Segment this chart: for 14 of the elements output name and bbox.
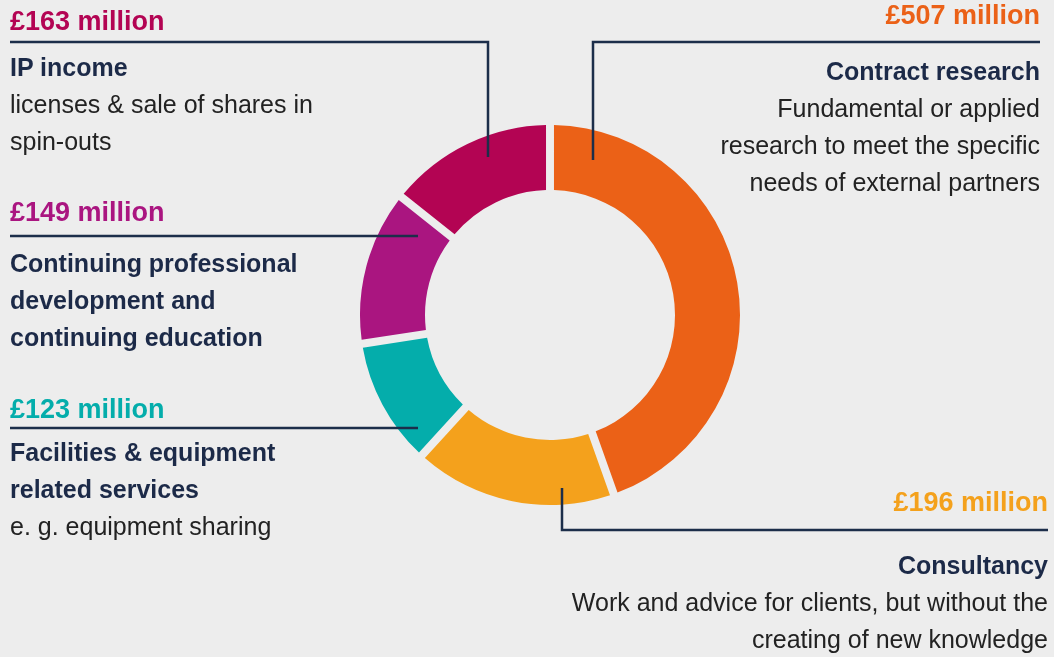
slice-label: Facilities & equipment related services bbox=[10, 438, 277, 503]
slice-label: IP income bbox=[10, 53, 128, 81]
text: Work and advice for clients, but without the creating of new knowledge bbox=[571, 588, 1048, 653]
slice-label: Continuing professional development and continuing education bbox=[10, 249, 298, 351]
data-label: £507 million bbox=[885, 0, 1040, 30]
text: licenses & sale of shares in spin-outs bbox=[10, 90, 313, 155]
data-label: £123 million bbox=[10, 394, 165, 424]
data-label: £149 million bbox=[10, 197, 165, 227]
slice-label: Contract research bbox=[826, 57, 1040, 85]
data-label: £163 million bbox=[10, 6, 165, 36]
data-label: £196 million bbox=[893, 487, 1048, 517]
text: e. g. equipment sharing bbox=[10, 512, 272, 540]
slice-label: Consultancy bbox=[897, 551, 1049, 579]
text: Fundamental or applied research to meet the specific needs of external partners bbox=[720, 94, 1040, 196]
